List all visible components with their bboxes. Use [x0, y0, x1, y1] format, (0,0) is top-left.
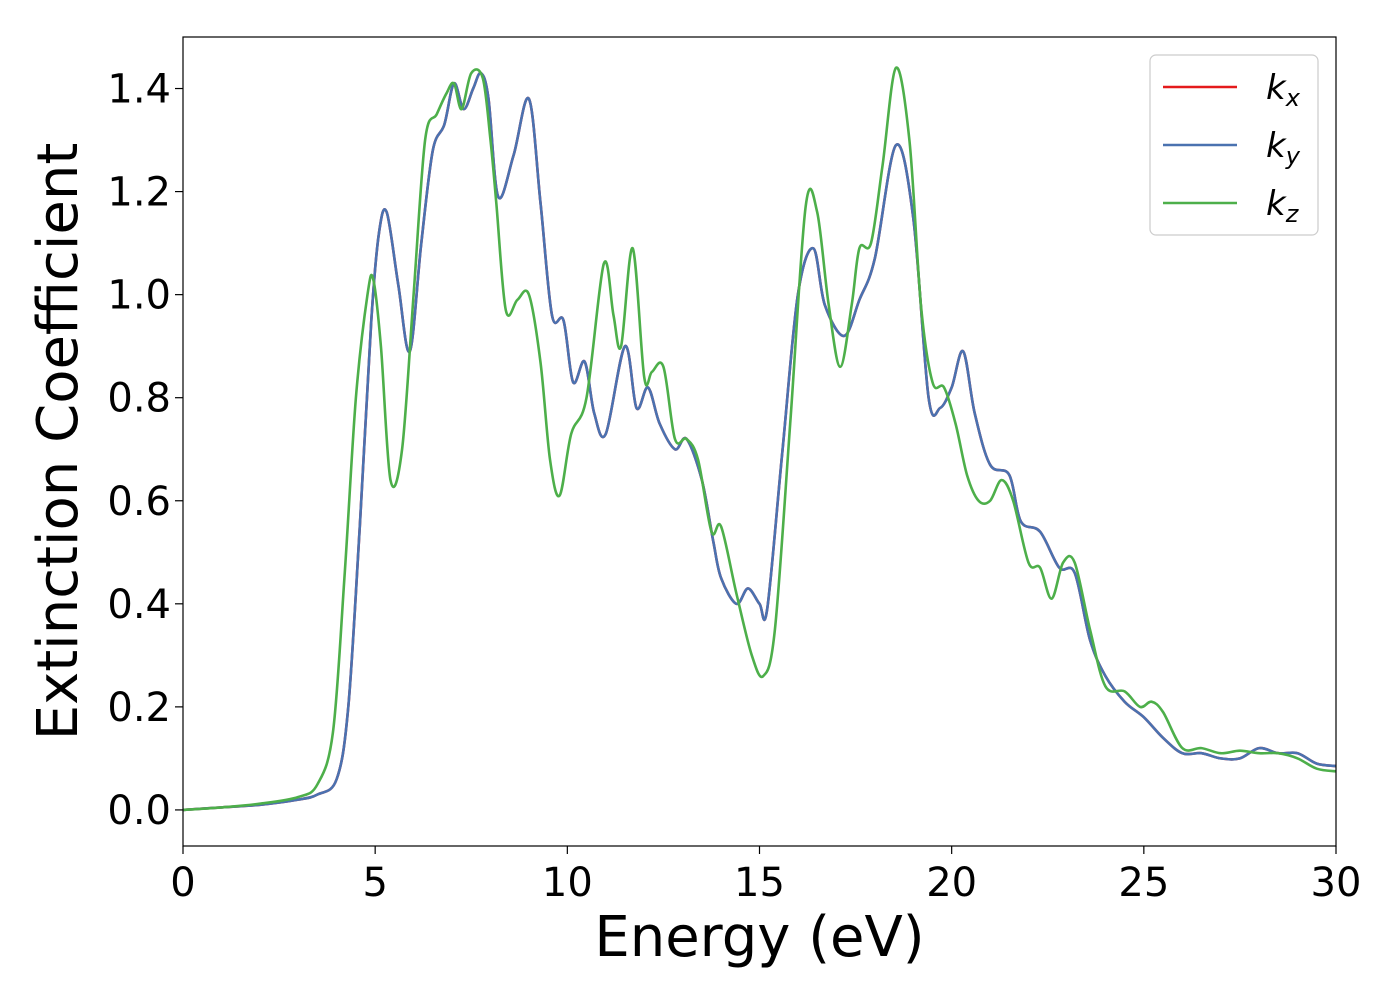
y-tick-label: 0.2 [107, 685, 171, 731]
y-tick-label: 0.0 [107, 788, 171, 834]
y-tick-label: 0.4 [107, 582, 171, 628]
series-layer [183, 66, 1336, 812]
legend-label-z: kz [1266, 184, 1300, 228]
y-tick-label: 1.2 [107, 170, 171, 216]
x-tick-label: 20 [926, 860, 977, 906]
x-tick-label: 25 [1118, 860, 1169, 906]
x-tick-label: 10 [542, 860, 593, 906]
x-tick-label: 0 [170, 860, 195, 906]
x-axis: 0 5 10 15 20 25 30 [170, 846, 1361, 906]
x-axis-title: Energy (eV) [594, 905, 924, 970]
series-line-z [183, 66, 1336, 812]
y-tick-label: 1.0 [107, 273, 171, 319]
legend-label-y: ky [1266, 126, 1301, 170]
y-tick-label: 0.8 [107, 376, 171, 422]
y-axis: 0.0 0.2 0.4 0.6 0.8 1.0 1.2 1.4 [107, 67, 183, 834]
legend-label-x: kx [1266, 68, 1301, 112]
x-tick-label: 15 [734, 860, 785, 906]
x-tick-label: 5 [362, 860, 387, 906]
x-tick-label: 30 [1311, 860, 1362, 906]
y-tick-label: 0.6 [107, 479, 171, 525]
y-tick-label: 1.4 [107, 67, 171, 113]
legend: kx ky kz [1149, 54, 1319, 236]
y-axis-title: Extinction Coefficient [26, 143, 91, 741]
